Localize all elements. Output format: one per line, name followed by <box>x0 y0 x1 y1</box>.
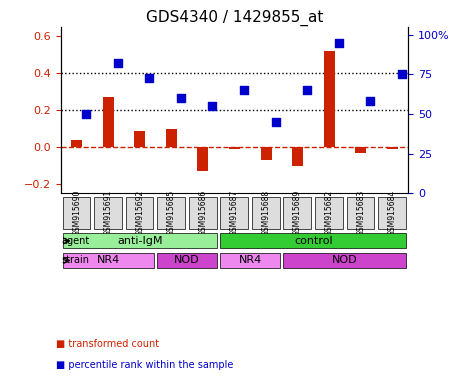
Point <box>145 74 153 81</box>
Bar <box>71 140 82 147</box>
FancyBboxPatch shape <box>378 197 406 229</box>
Text: GSM915690: GSM915690 <box>72 190 81 236</box>
Text: GSM915682: GSM915682 <box>325 190 333 236</box>
FancyBboxPatch shape <box>315 197 343 229</box>
FancyBboxPatch shape <box>252 197 280 229</box>
FancyBboxPatch shape <box>157 197 185 229</box>
Point <box>209 103 216 109</box>
Point <box>366 98 374 104</box>
Point <box>240 87 248 93</box>
Bar <box>197 147 208 171</box>
FancyBboxPatch shape <box>94 197 122 229</box>
Text: GSM915687: GSM915687 <box>230 190 239 236</box>
Text: control: control <box>294 236 333 246</box>
Bar <box>355 147 366 153</box>
Point <box>114 60 121 66</box>
Text: strain: strain <box>61 255 90 265</box>
Point <box>177 95 185 101</box>
FancyBboxPatch shape <box>62 253 154 268</box>
Text: GSM915688: GSM915688 <box>262 190 271 236</box>
Bar <box>166 129 177 147</box>
Bar <box>103 97 114 147</box>
Text: NR4: NR4 <box>97 255 120 265</box>
Text: agent: agent <box>61 236 90 246</box>
Text: GSM915684: GSM915684 <box>388 190 397 236</box>
FancyBboxPatch shape <box>157 253 217 268</box>
Point <box>303 87 311 93</box>
Text: NOD: NOD <box>332 255 358 265</box>
Text: anti-IgM: anti-IgM <box>117 236 163 246</box>
FancyBboxPatch shape <box>220 253 280 268</box>
Text: NR4: NR4 <box>239 255 262 265</box>
Point <box>83 111 90 117</box>
FancyBboxPatch shape <box>62 197 91 229</box>
Bar <box>229 147 240 149</box>
FancyBboxPatch shape <box>62 233 217 248</box>
FancyBboxPatch shape <box>189 197 217 229</box>
Bar <box>134 131 145 147</box>
Text: GSM915683: GSM915683 <box>356 190 365 236</box>
FancyBboxPatch shape <box>126 197 153 229</box>
Bar <box>387 147 398 149</box>
Bar <box>260 147 272 160</box>
Bar <box>324 51 335 147</box>
Point <box>272 119 279 125</box>
FancyBboxPatch shape <box>283 253 407 268</box>
FancyBboxPatch shape <box>347 197 374 229</box>
Bar <box>292 147 303 166</box>
Text: ■ percentile rank within the sample: ■ percentile rank within the sample <box>56 360 234 370</box>
Text: GSM915686: GSM915686 <box>198 190 207 236</box>
Text: ■ transformed count: ■ transformed count <box>56 339 159 349</box>
Point <box>335 40 342 46</box>
Point <box>398 71 406 78</box>
FancyBboxPatch shape <box>220 197 248 229</box>
Text: NOD: NOD <box>174 255 200 265</box>
Text: GSM915692: GSM915692 <box>136 190 144 236</box>
FancyBboxPatch shape <box>220 233 407 248</box>
Title: GDS4340 / 1429855_at: GDS4340 / 1429855_at <box>146 9 323 25</box>
Text: GSM915685: GSM915685 <box>167 190 176 236</box>
Text: GSM915691: GSM915691 <box>104 190 113 236</box>
FancyBboxPatch shape <box>283 197 311 229</box>
Text: GSM915689: GSM915689 <box>293 190 302 236</box>
